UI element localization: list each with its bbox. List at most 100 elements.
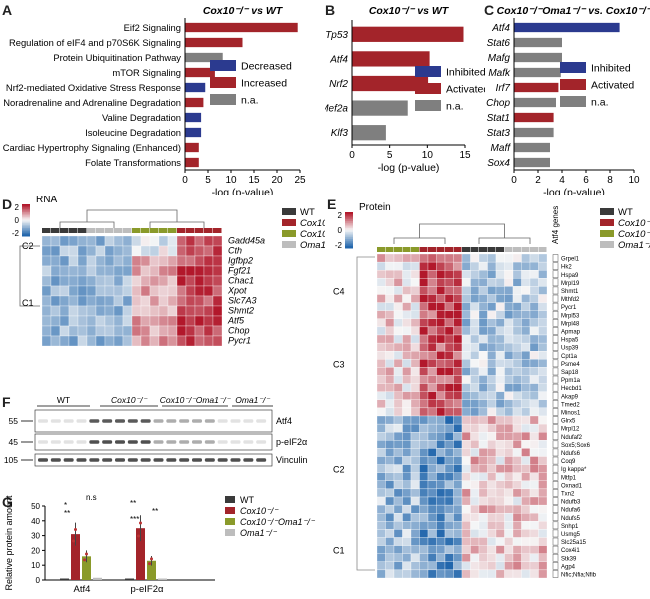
legend-swatch <box>282 208 296 215</box>
blot-band <box>243 419 254 423</box>
chart-title: Cox10⁻/⁻Oma1⁻/⁻ vs. Cox10⁻/⁻ <box>497 5 650 17</box>
atf4-gene-marker <box>552 319 559 327</box>
sample-annotation <box>419 247 428 252</box>
heatmap-cell <box>50 285 61 297</box>
heatmap-cell <box>453 423 463 433</box>
legend-swatch <box>282 241 296 248</box>
heatmap-cell <box>461 367 471 376</box>
heatmap-cell <box>427 399 437 409</box>
significance-label: ** <box>152 507 158 516</box>
heatmap-cell <box>212 245 223 257</box>
heatmap-cell <box>487 253 497 263</box>
heatmap-cell <box>86 285 97 297</box>
heatmap-cell <box>419 294 429 303</box>
heatmap-cell <box>453 310 463 319</box>
heatmap-cell <box>521 261 531 271</box>
heatmap-cell <box>487 415 497 425</box>
heatmap-cell <box>444 423 454 433</box>
heatmap-cell <box>95 315 106 327</box>
heatmap-cell <box>444 448 454 457</box>
blot-band <box>140 458 151 462</box>
heatmap-cell <box>529 432 539 441</box>
heatmap-cell <box>436 375 446 384</box>
heatmap-cell <box>393 383 403 392</box>
heatmap-cell <box>529 302 539 311</box>
heatmap-cell <box>436 432 446 441</box>
chart-title: Cox10⁻/⁻ vs WT <box>369 5 450 17</box>
chart-panel-c: Cox10⁻/⁻Oma1⁻/⁻ vs. Cox10⁻/⁻ Atf4 Stat6 Maf… <box>486 5 650 195</box>
heatmap-cell <box>41 275 52 287</box>
heatmap-cell <box>521 448 531 457</box>
heatmap-cell <box>444 294 454 303</box>
y-axis-label: Relative protein amount <box>4 495 14 591</box>
heatmap-cell <box>104 295 115 307</box>
heatmap-cell <box>140 295 151 307</box>
gene-label: Xpot <box>227 286 247 296</box>
blot-frame <box>34 409 273 433</box>
gene-label: Fgf21 <box>228 266 251 276</box>
heatmap-cell <box>419 464 429 473</box>
heatmap-cell <box>512 399 522 409</box>
panel-label-a: A <box>2 2 13 18</box>
protein-label: Agp4 <box>561 564 576 570</box>
bar <box>185 22 298 33</box>
heatmap-cell <box>487 318 497 328</box>
heatmap-cell <box>521 545 531 554</box>
heatmap-cell <box>487 496 497 506</box>
heatmap-cell <box>376 448 386 457</box>
heatmap-cell <box>393 553 403 562</box>
heatmap-cell <box>419 375 429 384</box>
bar <box>352 75 429 92</box>
heatmap-cell <box>436 529 446 538</box>
heatmap-cell <box>410 448 420 457</box>
sample-annotation <box>213 228 222 233</box>
heatmap-cell <box>504 334 514 344</box>
protein-label: Stk39 <box>561 556 577 562</box>
heatmap-cell <box>212 295 223 307</box>
heatmap-cell <box>410 383 420 392</box>
heatmap-cell <box>461 359 471 368</box>
heatmap-cell <box>512 351 522 360</box>
atf4-gene-marker <box>552 464 559 473</box>
heatmap-cell <box>436 504 446 514</box>
heatmap-cell <box>529 326 539 336</box>
category-label: Stat1 <box>487 113 510 124</box>
heatmap-cell <box>470 391 480 400</box>
heatmap-cell <box>402 391 412 400</box>
heatmap-cell <box>68 305 79 317</box>
heatmap-cell <box>538 432 548 441</box>
heatmap-cell <box>77 325 88 337</box>
heatmap-cell <box>495 261 505 271</box>
heatmap-cell <box>436 270 446 279</box>
heatmap-cell <box>444 318 454 328</box>
heatmap-cell <box>176 255 187 267</box>
heatmap-cell <box>444 545 454 554</box>
atf4-gene-marker <box>552 424 559 432</box>
heatmap-cell <box>427 415 437 425</box>
heatmap-cell <box>427 553 437 562</box>
heatmap-cell <box>504 529 514 538</box>
heatmap-cell <box>538 553 548 562</box>
heatmap-cell <box>453 521 463 530</box>
heatmap-cell <box>470 423 480 433</box>
heatmap-cell <box>521 310 531 319</box>
heatmap-cell <box>478 440 488 449</box>
heatmap-cell <box>376 286 386 295</box>
heatmap-cell <box>436 318 446 328</box>
heatmap-cell <box>529 270 539 279</box>
heatmap-panel-d: RNA 2 0 -2 Gadd45aCthIgfbp2Fgf21Chac1XpotSlc… <box>12 196 325 347</box>
heatmap-cell <box>538 496 548 506</box>
legend-swatch <box>210 77 236 88</box>
heatmap-cell <box>478 464 488 473</box>
heatmap-cell <box>419 302 429 311</box>
heatmap-cell <box>122 325 133 337</box>
bar <box>514 112 554 123</box>
heatmap-cell <box>478 383 488 392</box>
cluster-label: C2 <box>22 241 34 251</box>
heatmap-cell <box>393 334 403 344</box>
heatmap-cell <box>529 521 539 530</box>
legend-label: Cox10⁻/⁻Oma1⁻/⁻ <box>240 517 316 527</box>
heatmap-cell <box>461 399 471 409</box>
sample-annotation <box>538 247 547 252</box>
heatmap-cell <box>529 294 539 303</box>
